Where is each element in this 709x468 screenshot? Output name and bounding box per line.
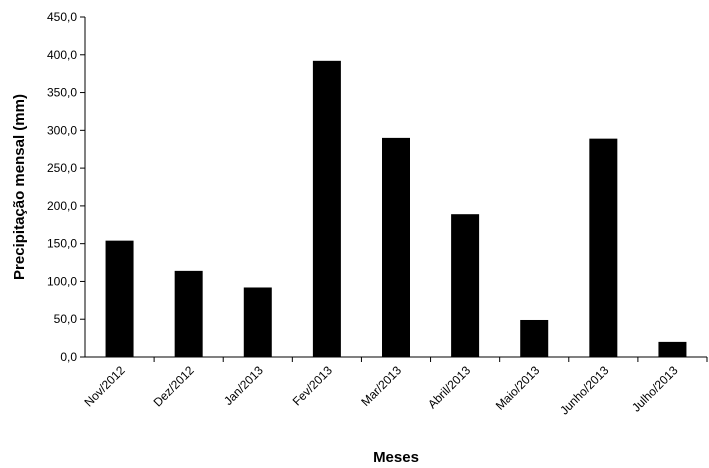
y-tick-label: 0,0 — [60, 350, 77, 364]
x-tick-label: Mar/2013 — [358, 363, 404, 409]
x-tick-label: Jan/2013 — [221, 363, 266, 408]
bars — [105, 60, 687, 357]
x-tick-label: Julho/2013 — [629, 363, 681, 415]
x-tick-label: Dez/2012 — [151, 363, 197, 409]
y-tick-label: 150,0 — [47, 237, 77, 251]
bar-dez-2012 — [174, 270, 203, 357]
bar-maio-2013 — [520, 319, 549, 357]
bar-nov-2012 — [105, 240, 134, 357]
x-tick-label: Fev/2013 — [290, 363, 336, 409]
y-axis-title: Precipitação mensal (mm) — [11, 94, 28, 280]
y-tick-label: 400,0 — [47, 48, 77, 62]
bar-abril-2013 — [451, 214, 480, 357]
y-tick-label: 50,0 — [54, 312, 78, 326]
bar-fev-2013 — [312, 60, 341, 357]
bar-junho-2013 — [589, 138, 618, 357]
bar-mar-2013 — [382, 137, 410, 357]
bar-julho-2013 — [658, 341, 687, 357]
x-tick-label: Maio/2013 — [493, 363, 543, 413]
y-tick-label: 450,0 — [47, 10, 77, 24]
y-tick-label: 100,0 — [47, 274, 77, 288]
bar-jan-2013 — [243, 287, 272, 357]
y-tick-label: 200,0 — [47, 199, 77, 213]
y-tick-label: 350,0 — [47, 86, 77, 100]
x-axis-title: Meses — [373, 449, 419, 466]
x-axis-ticks: Nov/2012 Dez/2012 Jan/2013 Fev/2013 Mar/2013… — [81, 357, 708, 417]
x-tick-label: Junho/2013 — [557, 363, 611, 417]
x-tick-label: Abril/2013 — [425, 363, 473, 411]
y-tick-label: 300,0 — [47, 123, 77, 137]
x-tick-label: Nov/2012 — [81, 363, 127, 409]
y-axis-ticks: 0,0 50,0 100,0 150,0 200,0 250,0 300,0 350,0 400… — [47, 10, 85, 364]
y-tick-label: 250,0 — [47, 161, 77, 175]
